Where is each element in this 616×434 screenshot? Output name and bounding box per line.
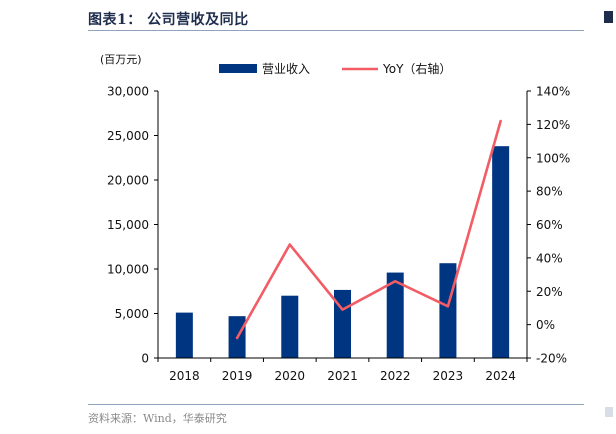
right-axis-tick-label: 40%: [536, 251, 563, 265]
left-axis-tick-label: 20,000: [107, 174, 149, 188]
left-axis-tick-label: 30,000: [107, 85, 149, 99]
adjacent-figure-edge-bottom: [605, 407, 613, 417]
source-divider: [88, 404, 584, 405]
revenue-yoy-chart: 0 5,000 10,000 15,000 20,000 25,000 30,000 -20…: [100, 53, 570, 383]
legend: 营业收入 YoY（右轴）: [219, 61, 451, 76]
x-axis-tick-label: 2022: [380, 369, 411, 383]
source-note: 资料来源：Wind，华泰研究: [88, 412, 227, 425]
x-axis-tick-label: 2021: [327, 369, 358, 383]
revenue-bar-2021: [334, 289, 351, 358]
right-axis-tick-label: 20%: [536, 285, 563, 299]
right-axis-tick-label: 120%: [536, 118, 570, 132]
revenue-bar-2022: [386, 272, 404, 358]
legend-label-yoy: YoY（右轴）: [382, 61, 451, 76]
legend-label-revenue: 营业收入: [262, 62, 310, 76]
x-axis-tick-label: 2020: [275, 369, 306, 383]
left-axis-tick-label: 10,000: [107, 263, 149, 277]
x-axis-tick-label: 2024: [485, 369, 516, 383]
left-axis: 0 5,000 10,000 15,000 20,000 25,000 30,000: [107, 85, 159, 366]
left-axis-tick-label: 0: [141, 352, 149, 366]
yoy-line: [235, 119, 502, 340]
x-axis-tick-label: 2019: [222, 369, 253, 383]
revenue-bar-2018: [175, 312, 193, 358]
figure-title: 图表1： 公司营收及同比: [88, 12, 249, 28]
left-axis-unit-label: (百万元): [100, 53, 142, 66]
right-axis-tick-label: 100%: [536, 151, 570, 165]
left-axis-tick-label: 25,000: [107, 129, 149, 143]
right-axis-tick-label: 60%: [536, 218, 563, 232]
right-axis-tick-label: 0%: [536, 318, 555, 332]
revenue-bar-2024: [492, 146, 510, 358]
x-axis-tick-label: 2018: [169, 369, 200, 383]
title-divider: [88, 30, 584, 31]
legend-swatch-revenue: [219, 64, 257, 73]
x-axis: 2018 2019 2020 2021 2022 2023 2024: [157, 357, 528, 383]
right-axis: -20% 0% 20% 40% 60% 80% 100% 120% 140%: [526, 85, 570, 366]
revenue-bar-2020: [281, 295, 299, 358]
left-axis-tick-label: 5,000: [115, 307, 149, 321]
yoy-line-series: [235, 119, 502, 340]
adjacent-figure-edge: [604, 11, 613, 23]
right-axis-tick-label: 140%: [536, 85, 570, 99]
right-axis-tick-label: 80%: [536, 185, 563, 199]
right-axis-tick-label: -20%: [536, 352, 567, 366]
left-axis-tick-label: 15,000: [107, 218, 149, 232]
revenue-bar-2023: [439, 263, 457, 358]
revenue-bars: [175, 146, 510, 358]
x-axis-tick-label: 2023: [433, 369, 464, 383]
